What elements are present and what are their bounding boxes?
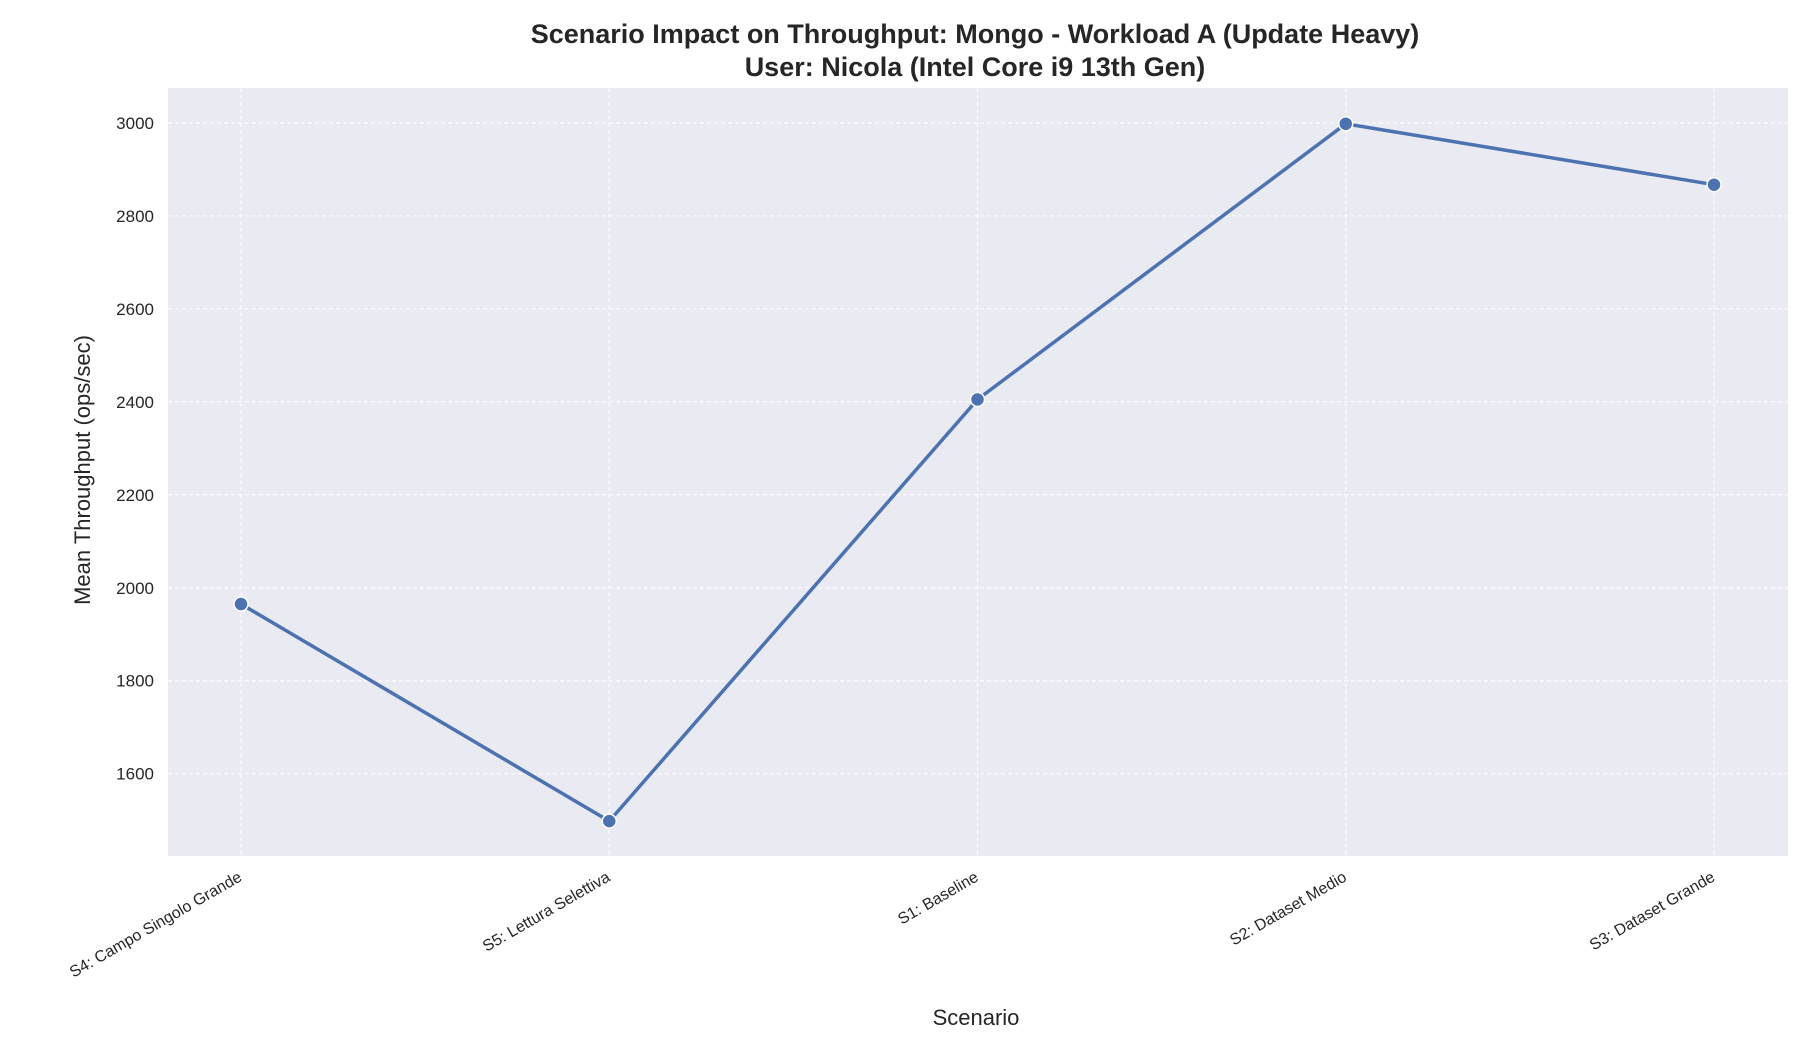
y-tick-label: 1800 (116, 672, 154, 691)
y-tick-label: 3000 (116, 114, 154, 133)
y-tick-label: 2600 (116, 300, 154, 319)
data-point (1338, 116, 1354, 132)
chart-title: Scenario Impact on Throughput: Mongo - W… (531, 19, 1420, 49)
y-axis-label: Mean Throughput (ops/sec) (70, 335, 95, 605)
x-axis-ticks: S4: Campo Singolo Grande S5: Lettura Sele… (67, 869, 1718, 982)
y-tick-label: 2200 (116, 486, 154, 505)
data-point (1706, 176, 1722, 193)
data-point (233, 596, 249, 612)
data-point (601, 813, 617, 829)
x-tick-label: S3: Dataset Grande (1587, 869, 1718, 954)
x-tick-label: S2: Dataset Medio (1227, 869, 1350, 950)
x-axis-label: Scenario (933, 1005, 1020, 1030)
y-axis-ticks: 1600 1800 2000 2200 2400 2600 2800 3000 (116, 114, 154, 784)
chart-subtitle: User: Nicola (Intel Core i9 13th Gen) (745, 52, 1206, 82)
series-throughput (233, 116, 1722, 829)
y-tick-label: 2000 (116, 579, 154, 598)
grid-lines (168, 88, 1788, 856)
y-tick-label: 2400 (116, 393, 154, 412)
y-tick-label: 1600 (116, 765, 154, 784)
x-tick-label: S4: Campo Singolo Grande (67, 869, 245, 982)
x-tick-label: S5: Lettura Selettiva (480, 869, 613, 956)
x-tick-label: S1: Baseline (895, 869, 981, 929)
data-point (969, 391, 986, 408)
y-tick-label: 2800 (116, 207, 154, 226)
